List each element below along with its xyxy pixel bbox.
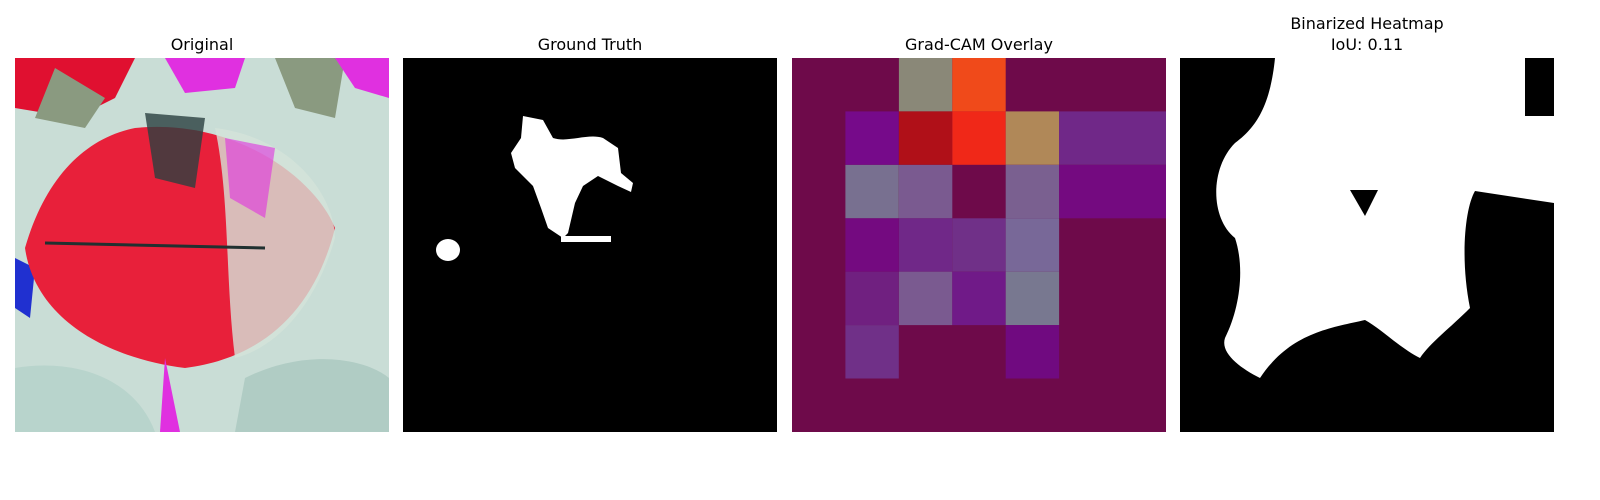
panel-title: Ground Truth: [538, 35, 643, 54]
iou-label: IoU: 0.11: [1331, 35, 1403, 54]
panel-title: Original: [171, 35, 234, 54]
ground-truth-mask: [403, 58, 777, 432]
panel-title: Binarized Heatmap: [1290, 14, 1443, 33]
gradcam-overlay: [792, 58, 1166, 432]
panel-title: Grad-CAM Overlay: [905, 35, 1053, 54]
original-image: [15, 58, 389, 432]
binarized-heatmap: [1180, 58, 1554, 432]
